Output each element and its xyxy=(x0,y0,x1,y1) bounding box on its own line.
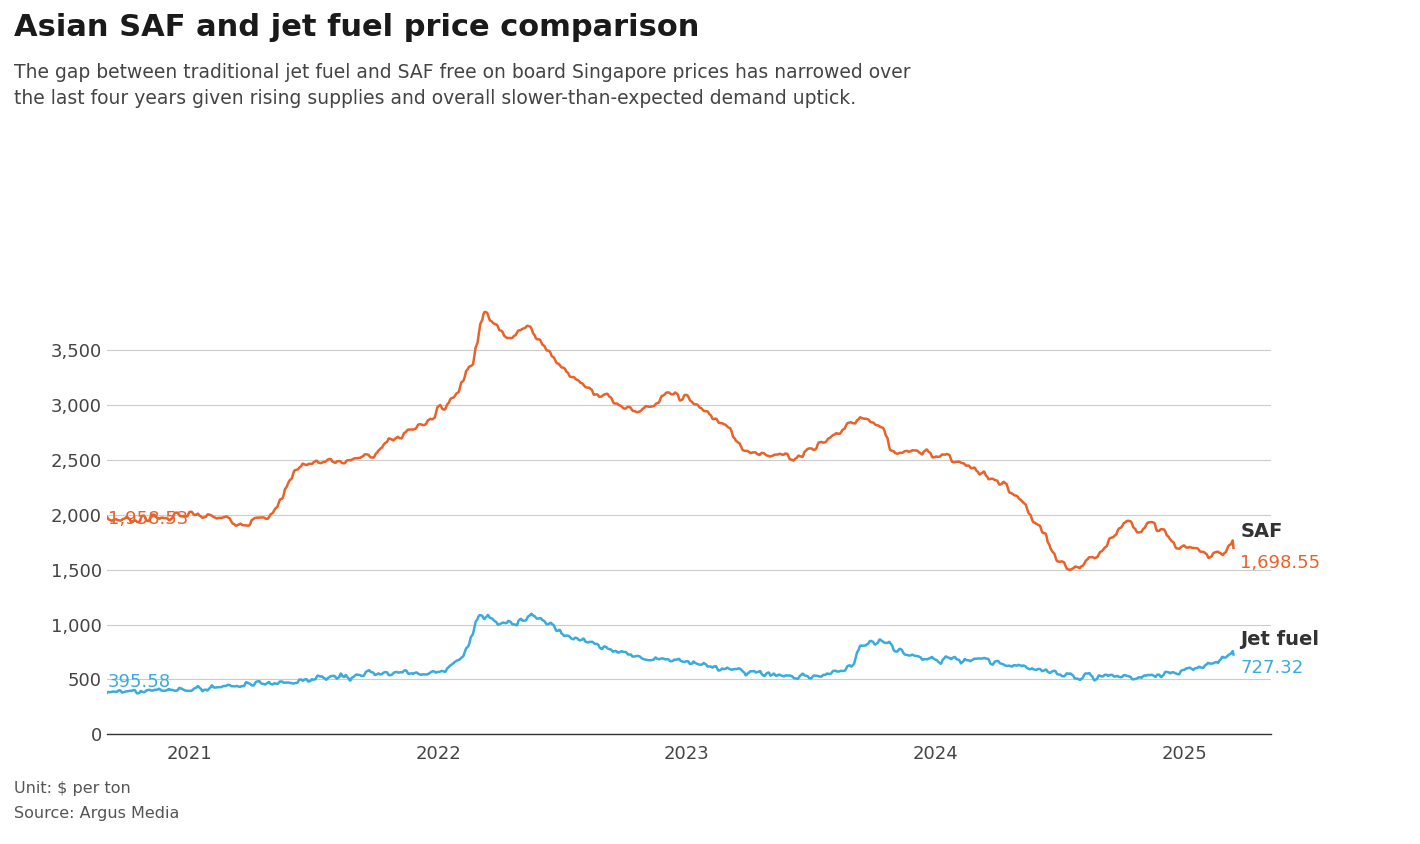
Text: 395.58: 395.58 xyxy=(108,673,170,691)
Text: The gap between traditional jet fuel and SAF free on board Singapore prices has : The gap between traditional jet fuel and… xyxy=(14,63,910,83)
Text: 727.32: 727.32 xyxy=(1240,659,1304,677)
Text: 1,698.55: 1,698.55 xyxy=(1240,555,1321,572)
Text: Asian SAF and jet fuel price comparison: Asian SAF and jet fuel price comparison xyxy=(14,13,700,41)
Text: Jet fuel: Jet fuel xyxy=(1240,630,1319,649)
Text: Unit: $ per ton: Unit: $ per ton xyxy=(14,781,131,796)
Text: Source: Argus Media: Source: Argus Media xyxy=(14,806,179,821)
Text: SAF: SAF xyxy=(1240,522,1282,541)
Text: the last four years given rising supplies and overall slower-than-expected deman: the last four years given rising supplie… xyxy=(14,89,856,108)
Text: 1,958.53: 1,958.53 xyxy=(108,511,187,528)
